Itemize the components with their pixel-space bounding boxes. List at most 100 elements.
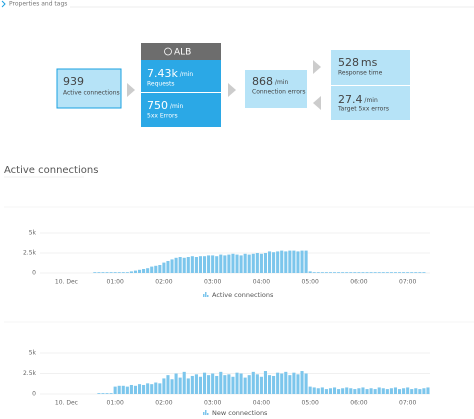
bar [121, 385, 125, 394]
bar [300, 250, 304, 273]
bar [373, 272, 377, 273]
bar [418, 272, 422, 273]
bar [125, 272, 129, 273]
bar [137, 269, 142, 273]
bar [272, 375, 276, 394]
bar [142, 269, 146, 273]
bar [121, 272, 125, 273]
metric-label: Target 5xx errors [337, 106, 389, 113]
bar [422, 272, 426, 273]
errors-box[interactable] [141, 93, 221, 127]
metric-number: 27.4 [338, 93, 363, 106]
bar [251, 371, 255, 394]
bar [93, 272, 97, 273]
legend-label: New connections [212, 409, 268, 417]
bar [150, 266, 154, 273]
bar [324, 389, 328, 394]
arrow [313, 60, 321, 74]
x-tick-label: 04:00 [253, 279, 270, 286]
bar [255, 374, 259, 394]
bar [320, 272, 324, 273]
bar [381, 272, 385, 273]
bar [349, 272, 353, 273]
y-tick-label: 5k [29, 350, 37, 357]
bar [174, 257, 178, 273]
metric-value: 868 /min [252, 75, 288, 88]
metric-value: 27.4 /min [338, 93, 378, 106]
bar [150, 384, 154, 394]
bar [101, 393, 105, 394]
bar [276, 251, 280, 273]
bar [369, 272, 373, 273]
legend-label: Active connections [212, 291, 274, 299]
legend-icon [203, 412, 205, 415]
metric-unit: /min [180, 71, 194, 78]
y-tick-label: 2.5k [23, 250, 37, 257]
bar [328, 272, 333, 273]
bar [402, 388, 406, 394]
bar [97, 272, 101, 273]
metric-label: Requests [147, 81, 175, 88]
bar [365, 272, 369, 273]
bar [280, 250, 284, 273]
bar [369, 388, 373, 394]
metric-label: Active connections [63, 90, 120, 97]
bar [231, 253, 235, 273]
connection-errors-box[interactable] [245, 70, 307, 108]
bar [198, 376, 203, 394]
bar [170, 259, 174, 273]
bar [223, 375, 227, 394]
bar [113, 386, 117, 394]
bar [129, 384, 133, 394]
requests-box[interactable] [141, 60, 221, 92]
bar [190, 375, 194, 394]
legend-icon [207, 295, 209, 297]
bar [389, 388, 393, 394]
bar [154, 382, 158, 394]
bar [182, 257, 186, 273]
bar [377, 272, 381, 273]
x-tick-label: 06:00 [350, 279, 367, 286]
alb-header [141, 43, 221, 60]
bar [162, 378, 166, 394]
bar [304, 373, 308, 394]
bar [397, 272, 402, 273]
bar [410, 272, 414, 273]
bar [349, 388, 353, 394]
bar [105, 272, 109, 273]
y-tick-label: 0 [32, 270, 36, 277]
section-title: Active connections [4, 165, 98, 176]
bar [267, 375, 272, 394]
bar [247, 254, 251, 273]
bar [207, 375, 211, 394]
bar [267, 251, 272, 273]
bar [219, 254, 223, 273]
header-title[interactable]: Properties and tags [9, 1, 67, 8]
bar [174, 373, 178, 394]
metric-unit: /min [364, 97, 378, 104]
bar [288, 375, 292, 394]
bar [101, 272, 105, 273]
expand-icon[interactable] [1, 0, 6, 8]
bar [337, 389, 341, 394]
target-errors-box[interactable] [331, 86, 410, 120]
bar [345, 272, 349, 273]
bar [288, 250, 292, 273]
source-box[interactable] [56, 68, 122, 109]
bar [190, 256, 194, 273]
bar [235, 372, 239, 394]
metric-value: 939 [63, 75, 84, 88]
metric-unit: /min [275, 79, 289, 86]
bar [353, 272, 357, 273]
bar [137, 384, 142, 394]
bar [406, 272, 410, 273]
bar [393, 387, 398, 394]
bar [247, 375, 251, 394]
x-tick-label: 10. Dec [55, 279, 78, 286]
response-time-box[interactable] [331, 50, 410, 85]
x-tick-label: 03:00 [204, 279, 221, 286]
bar [178, 257, 182, 273]
bar [402, 272, 406, 273]
bar [373, 389, 377, 394]
bar [227, 374, 231, 394]
